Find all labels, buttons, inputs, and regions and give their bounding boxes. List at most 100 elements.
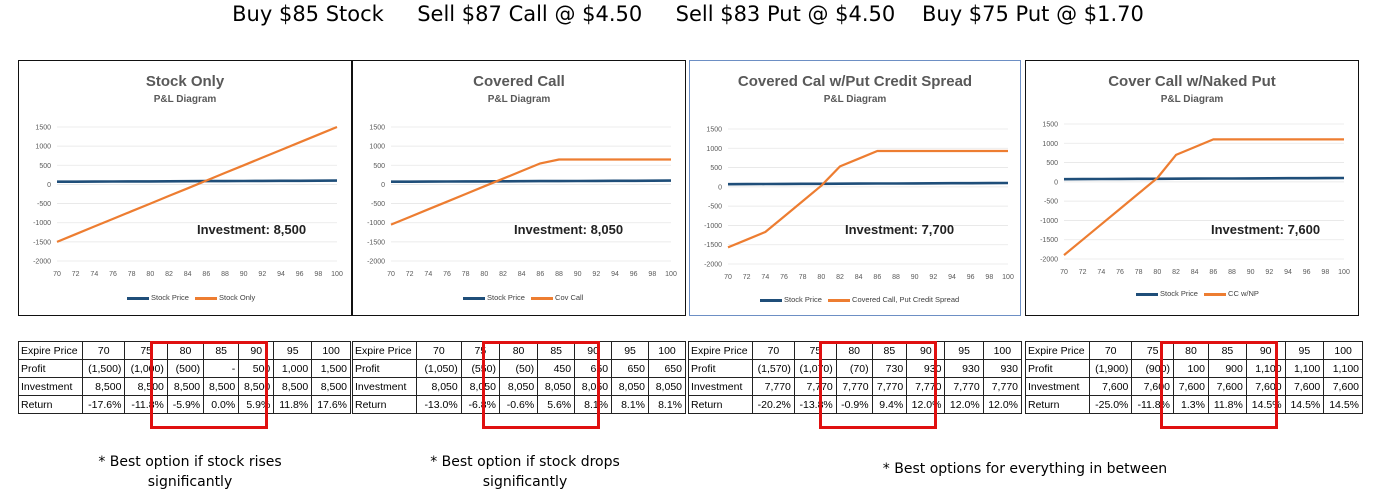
table-cell: -11.8% [124, 395, 168, 414]
y-tick-label: 1000 [706, 146, 722, 153]
profit-row: Profit (1,500) (1,000) (500) -500 1,000 1,500 [18, 359, 351, 378]
y-tick-label: 1500 [1042, 122, 1058, 129]
y-tick-label: -500 [708, 204, 722, 211]
y-tick-label: 0 [718, 184, 722, 191]
y-tick-label: -2000 [704, 262, 722, 269]
x-tick-label: 94 [1284, 269, 1292, 276]
investment-row: Investment 7,770 7,770 7,770 7,770 7,770 7,770… [688, 377, 1023, 396]
x-tick-label: 96 [630, 271, 638, 278]
chart-title: Cover Call w/Naked Put [1108, 73, 1276, 90]
table-cell: 0.0% [203, 395, 240, 414]
x-tick-label: 70 [53, 271, 61, 278]
table-cell: (1,050) [416, 359, 462, 378]
x-tick-label: 82 [1172, 269, 1180, 276]
y-tick-label: -1500 [33, 239, 51, 246]
table-cell: 1,100 [1323, 359, 1363, 378]
table-cell: 7,770 [871, 377, 908, 396]
series-line-strategy [1063, 138, 1344, 256]
investment-row: Investment 7,600 7,600 7,600 7,600 7,600 7,600… [1025, 377, 1363, 396]
y-tick-label: 0 [381, 182, 385, 189]
chart-legend: Stock Price Stock Only [127, 293, 255, 302]
y-tick-label: -1000 [367, 220, 385, 227]
header-row: Expire Price 70 75 80 85 90 95 100 [18, 341, 351, 360]
y-tick-label: 1500 [35, 125, 51, 132]
table-cell: 930 [906, 359, 946, 378]
chart-legend: Stock Price Covered Call, Put Credit Spr… [760, 295, 959, 304]
x-tick-label: 76 [109, 271, 117, 278]
row-label: Expire Price [352, 341, 417, 360]
table-cell: 8,050 [611, 377, 649, 396]
table-cell: 8.1% [611, 395, 649, 414]
table-cell: 95 [1284, 341, 1325, 360]
table-cell: (1,570) [752, 359, 795, 378]
x-tick-label: 70 [724, 274, 732, 281]
x-tick-label: 98 [314, 271, 322, 278]
table-cell: -5.9% [166, 395, 205, 414]
table-cell: 8,500 [81, 377, 126, 396]
table-cell: -0.9% [835, 395, 873, 414]
y-tick-label: -2000 [367, 259, 385, 266]
chart-stock-only: 1500 1000 500 0 -500 -1000 -1500 -2000 70 72 74 76 7… [18, 60, 352, 316]
legend-label-stock-price: Stock Price [784, 295, 822, 304]
x-tick-label: 70 [1060, 269, 1068, 276]
y-tick-label: -1500 [1040, 237, 1058, 244]
y-tick-label: 1000 [369, 144, 385, 151]
table-cell: -0.6% [498, 395, 539, 414]
table-cell: 8,050 [648, 377, 686, 396]
table-cell: -6.8% [460, 395, 500, 414]
y-tick-label: -2000 [1040, 257, 1058, 264]
row-label: Profit [352, 359, 417, 378]
table-cell: (500) [166, 359, 205, 378]
series-line-stock-price [1063, 176, 1345, 181]
table-cell: 70 [752, 341, 795, 360]
x-tick-label: 92 [929, 274, 937, 281]
x-tick-label: 80 [480, 271, 488, 278]
table-cell: 900 [1207, 359, 1247, 378]
x-tick-label: 78 [462, 271, 470, 278]
legend-swatch-stock-price [760, 298, 782, 302]
x-tick-label: 94 [611, 271, 619, 278]
table-cell: (900) [1131, 359, 1174, 378]
table-cell: 70 [81, 341, 126, 360]
legend-swatch-strategy [828, 298, 851, 302]
x-tick-label: 92 [1265, 269, 1273, 276]
series-line-stock-price [57, 179, 338, 183]
y-tick-label: -2000 [33, 259, 51, 266]
x-tick-label: 84 [855, 274, 863, 281]
x-tick-label: 96 [296, 271, 304, 278]
y-tick-label: 500 [1046, 160, 1058, 167]
profit-row: Profit (1,900) (900) 100 900 1,100 1,100 1,100 [1025, 359, 1363, 378]
table-cell: 7,600 [1131, 377, 1174, 396]
table-cell: 12.0% [906, 395, 946, 414]
table-cell: 8,500 [124, 377, 168, 396]
table-cell: 14.5% [1323, 395, 1363, 414]
legend-label-strategy: Cov Call [555, 293, 584, 302]
table-cell: (550) [460, 359, 500, 378]
x-tick-label: 90 [240, 271, 248, 278]
table-cell: 650 [574, 359, 613, 378]
x-tick-label: 80 [1153, 269, 1161, 276]
y-tick-label: -1000 [1040, 218, 1058, 225]
y-tick-label: -1500 [367, 239, 385, 246]
table-cell: 11.8% [273, 395, 313, 414]
y-tick-label: -1000 [33, 220, 51, 227]
x-tick-label: 86 [202, 271, 210, 278]
row-label: Return [352, 395, 417, 414]
x-tick-label: 96 [1303, 269, 1311, 276]
note-drops: * Best option if stock drops significant… [390, 452, 660, 492]
table-cell: (50) [498, 359, 539, 378]
y-tick-label: -500 [1044, 199, 1058, 206]
y-tick-label: -1500 [704, 242, 722, 249]
x-tick-label: 100 [331, 271, 343, 278]
table-cell: 100 [1172, 359, 1209, 378]
table-cell: 80 [835, 341, 873, 360]
series-line-stock-price [391, 179, 672, 183]
x-tick-label: 90 [574, 271, 582, 278]
header-row: Expire Price 70 75 80 85 90 95 100 [688, 341, 1023, 360]
row-label: Investment [18, 377, 83, 396]
row-label: Investment [688, 377, 753, 396]
return-row: Return -17.6% -11.8% -5.9% 0.0% 5.9% 11.8% 17.6… [18, 395, 351, 414]
y-tick-label: 0 [47, 182, 51, 189]
table-cell: 7,770 [752, 377, 795, 396]
